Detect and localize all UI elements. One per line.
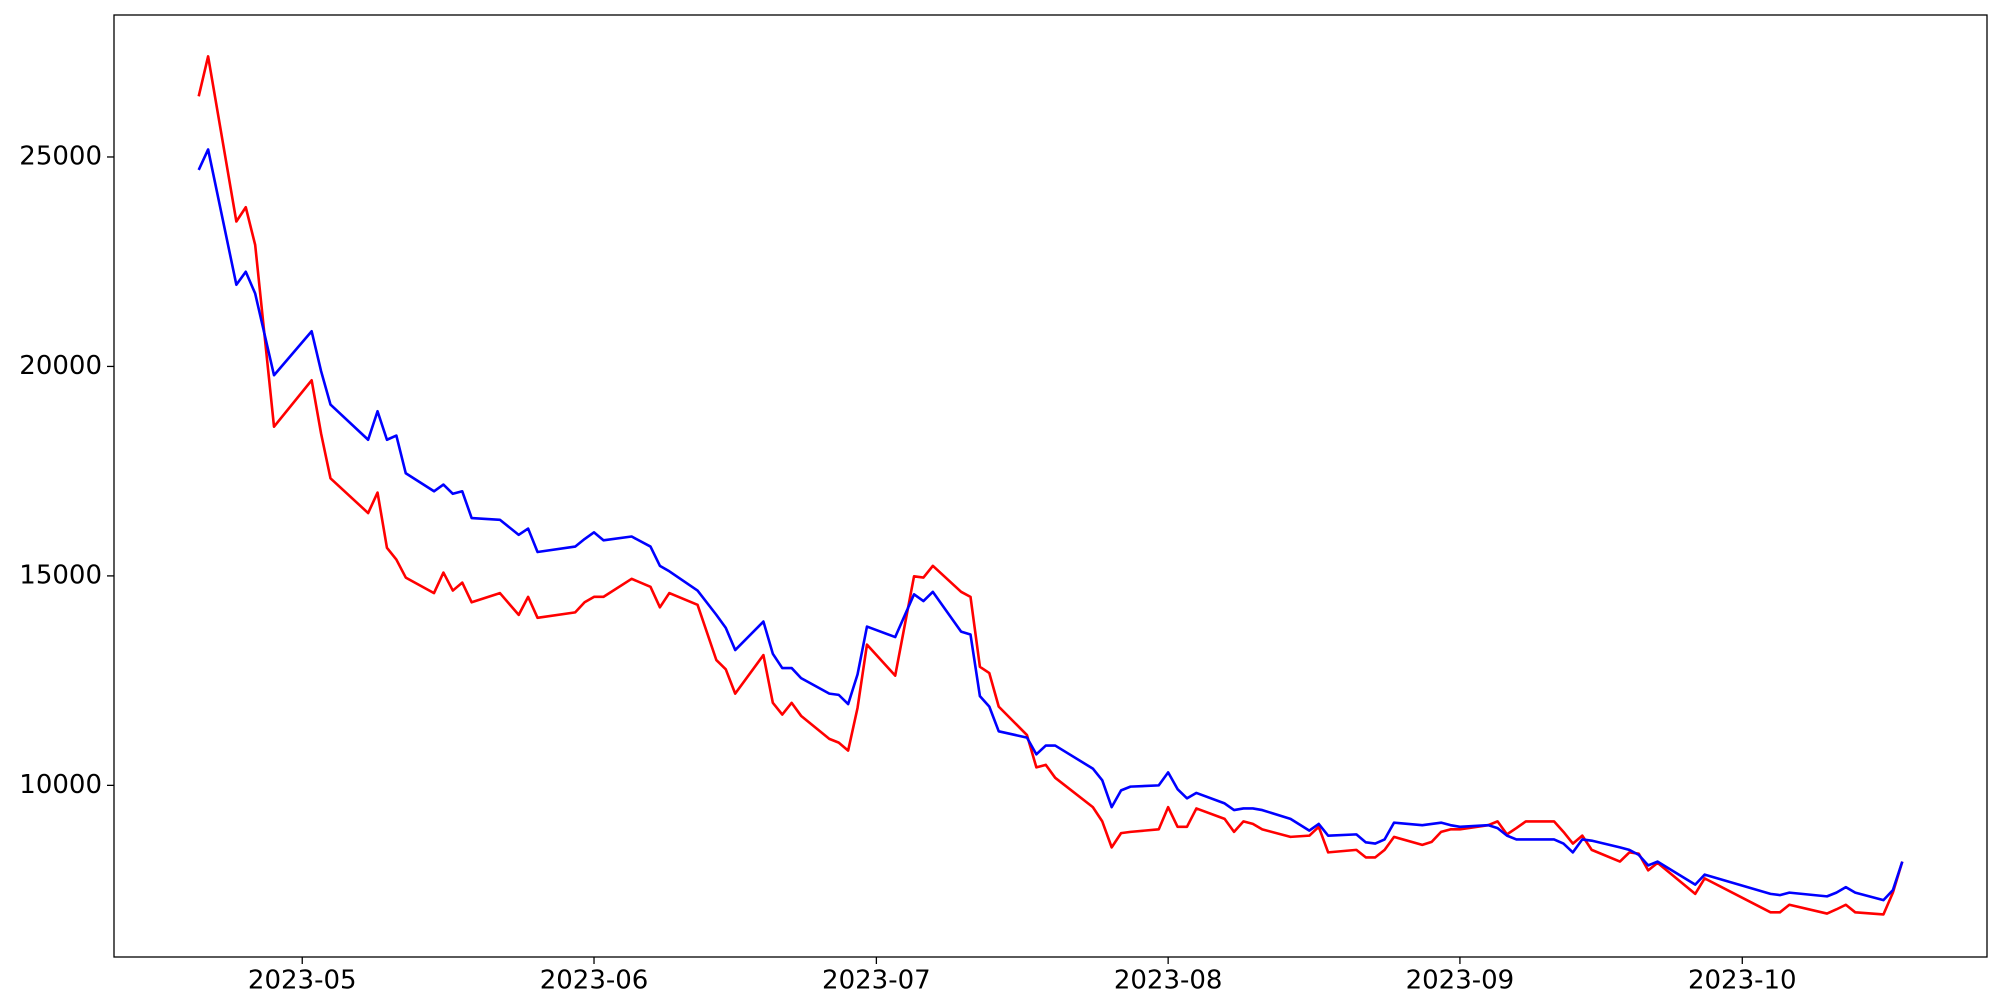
x-tick-label: 2023-05 xyxy=(248,966,357,996)
y-tick-label: 20000 xyxy=(19,351,102,381)
y-tick-label: 10000 xyxy=(19,770,102,800)
plot-frame xyxy=(113,14,1988,958)
line-series xyxy=(197,148,1904,902)
x-tick-label: 2023-08 xyxy=(1114,966,1223,996)
line-series xyxy=(197,55,1904,916)
x-tick-label: 2023-10 xyxy=(1688,966,1797,996)
y-tick-label: 25000 xyxy=(19,141,102,171)
x-tick-label: 2023-06 xyxy=(540,966,649,996)
x-tick-label: 2023-07 xyxy=(822,966,931,996)
y-tick-label: 15000 xyxy=(19,560,102,590)
x-tick-label: 2023-09 xyxy=(1406,966,1515,996)
